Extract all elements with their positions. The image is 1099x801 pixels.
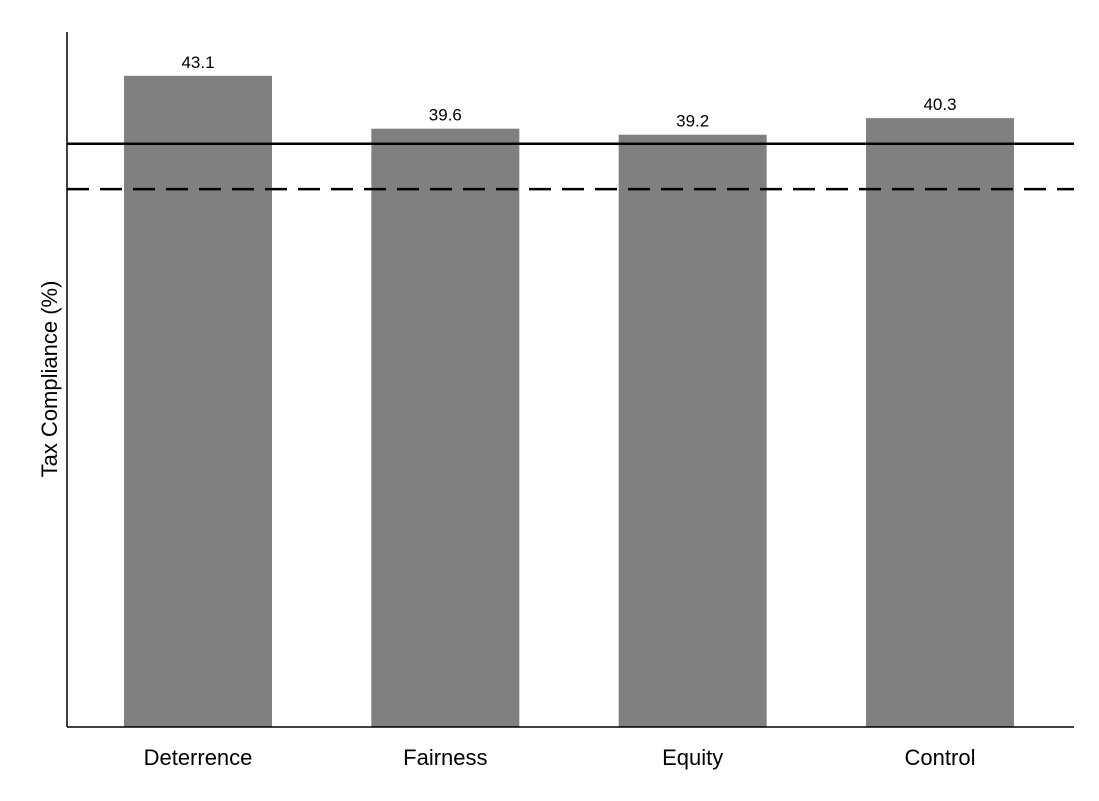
x-tick-label-equity: Equity (662, 745, 723, 770)
bar-control (866, 118, 1014, 727)
data-label-fairness: 39.6 (429, 106, 462, 125)
bars-group (124, 75, 1014, 728)
reference-lines-group (67, 142, 1074, 191)
bar-deterrence (124, 75, 272, 728)
x-tick-label-deterrence: Deterrence (144, 745, 253, 770)
x-tick-labels-group: Deterrence Fairness Equity Control (144, 745, 976, 770)
data-label-equity: 39.2 (676, 112, 709, 131)
x-tick-label-control: Control (905, 745, 976, 770)
data-label-deterrence: 43.1 (181, 53, 214, 72)
bar-equity (618, 134, 767, 727)
y-axis-title: Tax Compliance (%) (37, 281, 62, 478)
bar-fairness (371, 128, 520, 727)
x-tick-label-fairness: Fairness (403, 745, 487, 770)
data-labels-group: 43.1 39.6 39.2 40.3 (181, 53, 956, 131)
data-label-control: 40.3 (923, 95, 956, 114)
